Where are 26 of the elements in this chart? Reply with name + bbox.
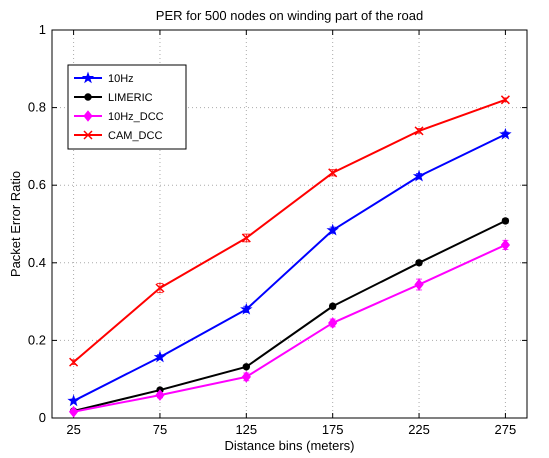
y-tick-label: 0.6 [28,177,46,192]
legend-label: LIMERIC [108,92,153,104]
x-tick-label: 175 [322,422,344,437]
y-tick-label: 0.2 [28,332,46,348]
point [414,170,424,181]
legend-label: CAM_DCC [108,130,162,142]
point [154,352,166,362]
point [500,95,510,105]
x-axis-title: Distance bins (meters) [224,438,355,453]
y-tick-label: 0.8 [28,100,46,115]
y-tick-label: 0.4 [28,254,46,270]
x-tick-label: 275 [494,422,516,437]
legend-label: 10Hz [108,73,134,85]
x-tick-label: 225 [408,422,430,437]
y-axis-title: Packet Error Ratio [8,170,23,278]
point [155,390,164,401]
point [69,406,78,418]
x-tick-label: 25 [66,422,81,437]
y-tick-label: 0 [38,410,46,425]
legend-label: 10Hz_DCC [108,111,164,123]
point [68,395,79,406]
x-tick-label: 125 [235,422,258,437]
chart-title: PER for 500 nodes on winding part of the road [156,8,424,23]
x-tick-label: 75 [152,422,168,437]
y-tick-label: 1 [38,22,46,37]
point [500,128,511,139]
